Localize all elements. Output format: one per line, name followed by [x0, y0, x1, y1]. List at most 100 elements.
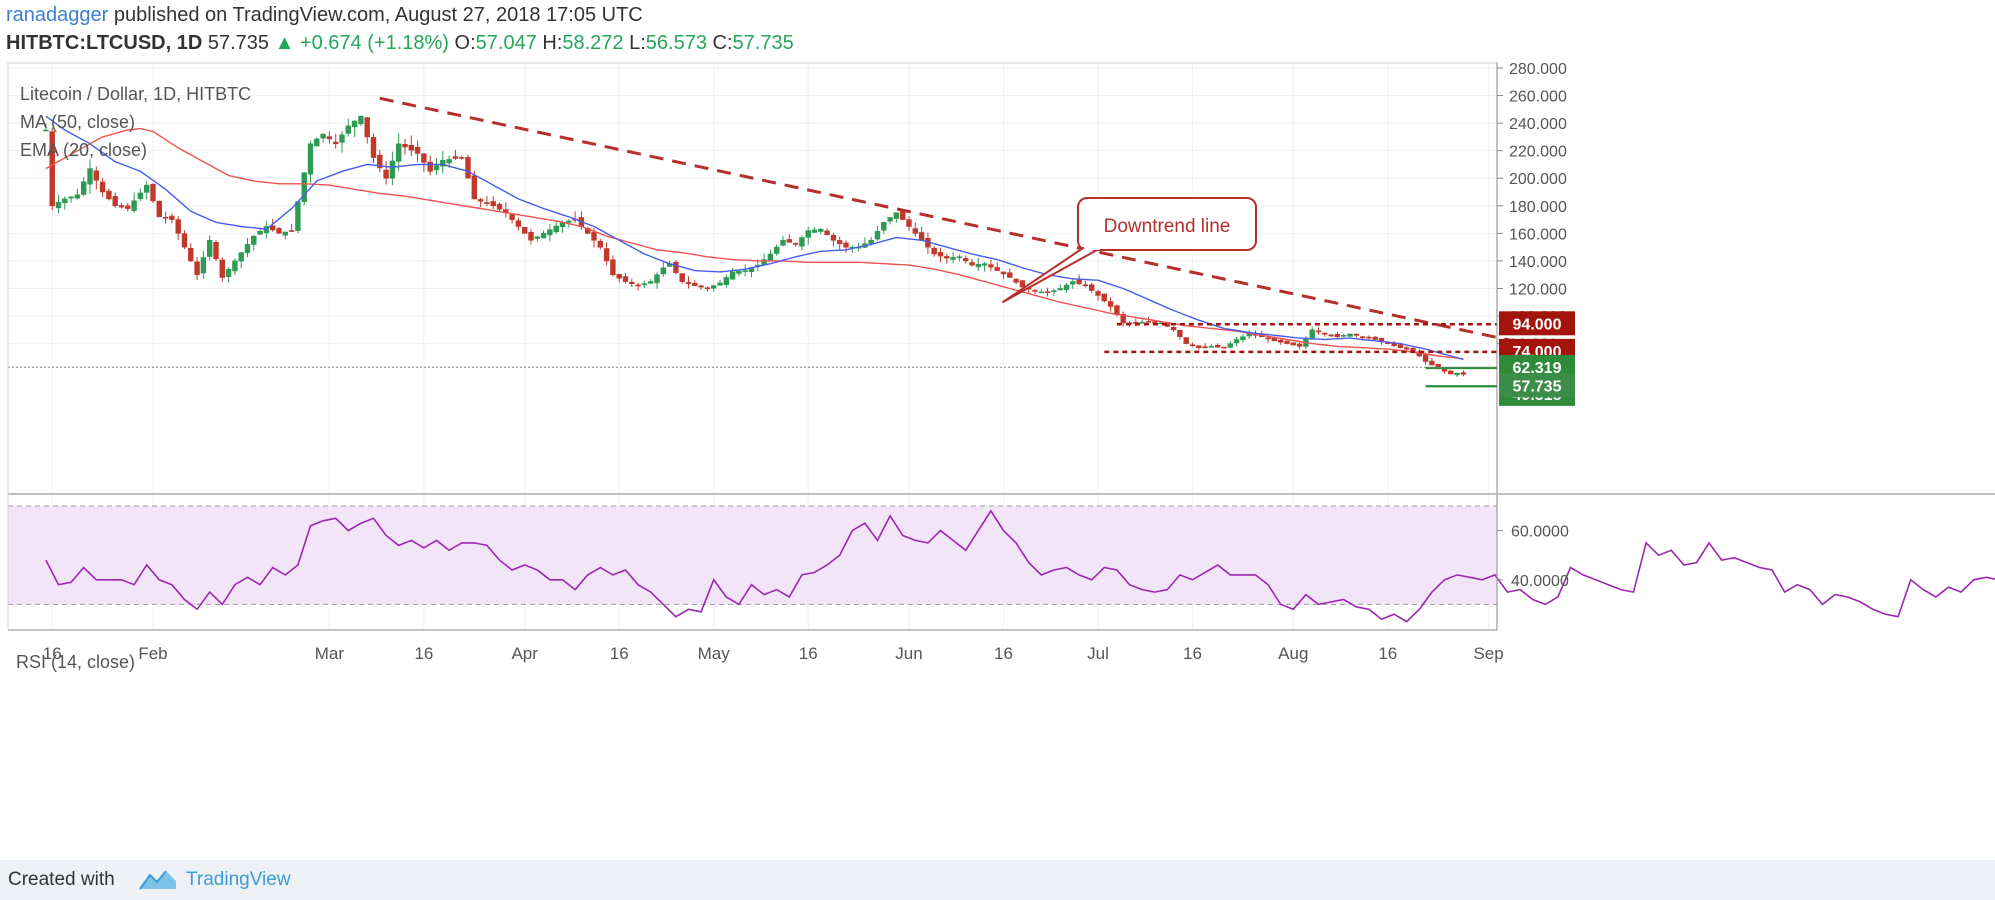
candle[interactable]: [553, 221, 559, 235]
candle[interactable]: [402, 138, 408, 155]
candle[interactable]: [332, 133, 339, 149]
candle[interactable]: [540, 230, 547, 239]
candle[interactable]: [887, 216, 893, 225]
candle[interactable]: [956, 254, 963, 262]
candle[interactable]: [137, 188, 144, 201]
candle[interactable]: [1334, 331, 1341, 339]
candle[interactable]: [1057, 284, 1063, 291]
candle[interactable]: [244, 237, 251, 258]
candle[interactable]: [118, 202, 125, 209]
candle[interactable]: [213, 240, 219, 262]
author-link[interactable]: ranadagger: [6, 4, 109, 26]
candle[interactable]: [1095, 289, 1101, 301]
candle[interactable]: [238, 252, 244, 269]
candle[interactable]: [1221, 346, 1227, 349]
candle[interactable]: [1120, 311, 1126, 327]
candle[interactable]: [484, 196, 490, 207]
candle[interactable]: [200, 251, 207, 279]
candle[interactable]: [55, 194, 62, 214]
candle[interactable]: [125, 202, 131, 212]
candle[interactable]: [988, 259, 994, 272]
candle[interactable]: [414, 140, 421, 163]
candle[interactable]: [975, 257, 982, 272]
candle[interactable]: [1397, 343, 1404, 349]
candle[interactable]: [962, 255, 969, 264]
candle[interactable]: [269, 218, 276, 232]
candle[interactable]: [616, 273, 622, 283]
candle[interactable]: [1007, 268, 1013, 278]
candle[interactable]: [1372, 336, 1378, 341]
candle[interactable]: [106, 188, 112, 201]
candle[interactable]: [1278, 338, 1284, 345]
candle[interactable]: [150, 183, 156, 203]
candle[interactable]: [1347, 333, 1353, 338]
candle[interactable]: [824, 228, 830, 236]
candle[interactable]: [194, 256, 200, 281]
candle[interactable]: [515, 217, 522, 231]
candle[interactable]: [629, 278, 635, 288]
candle[interactable]: [1051, 288, 1057, 297]
candle[interactable]: [477, 197, 484, 208]
candle[interactable]: [647, 279, 654, 284]
candle[interactable]: [1227, 341, 1234, 349]
candle[interactable]: [1429, 358, 1435, 366]
candle[interactable]: [1019, 280, 1026, 288]
candle[interactable]: [131, 192, 137, 213]
candle[interactable]: [534, 236, 541, 242]
candle[interactable]: [339, 131, 345, 153]
candle[interactable]: [301, 172, 307, 206]
candle[interactable]: [1044, 287, 1051, 297]
candle[interactable]: [698, 284, 704, 290]
candle[interactable]: [1296, 340, 1303, 350]
candle[interactable]: [282, 231, 288, 240]
candle[interactable]: [62, 196, 68, 210]
candle[interactable]: [383, 161, 389, 185]
candle[interactable]: [219, 257, 225, 282]
candle[interactable]: [458, 155, 465, 160]
candle[interactable]: [597, 238, 604, 250]
candle[interactable]: [1328, 333, 1334, 338]
candle[interactable]: [893, 212, 900, 223]
candle[interactable]: [818, 228, 824, 235]
candle[interactable]: [906, 216, 912, 231]
candle[interactable]: [408, 135, 414, 157]
candle[interactable]: [811, 227, 818, 234]
candle[interactable]: [673, 260, 679, 275]
candle[interactable]: [603, 242, 610, 266]
candle[interactable]: [175, 216, 181, 240]
candle[interactable]: [1089, 282, 1095, 293]
candle[interactable]: [465, 154, 471, 179]
candle[interactable]: [156, 200, 162, 218]
candle[interactable]: [1233, 336, 1240, 347]
candle[interactable]: [710, 284, 717, 292]
candle[interactable]: [99, 178, 106, 198]
candle[interactable]: [389, 151, 396, 186]
candle[interactable]: [660, 261, 667, 277]
candle[interactable]: [937, 247, 944, 263]
candle[interactable]: [641, 280, 648, 289]
candle[interactable]: [1196, 345, 1202, 350]
candle[interactable]: [188, 243, 194, 262]
candle[interactable]: [181, 230, 188, 250]
legend-ma[interactable]: MA (50, close): [20, 112, 135, 132]
candle[interactable]: [326, 131, 333, 144]
candle[interactable]: [969, 259, 975, 267]
candle[interactable]: [547, 223, 553, 242]
candle[interactable]: [704, 286, 711, 292]
candle[interactable]: [370, 133, 377, 164]
candle[interactable]: [1032, 288, 1038, 294]
candle[interactable]: [1322, 332, 1328, 337]
candle[interactable]: [1139, 319, 1145, 324]
candle[interactable]: [1038, 289, 1045, 294]
candle[interactable]: [1240, 334, 1246, 343]
candle[interactable]: [207, 235, 213, 261]
candle[interactable]: [1202, 343, 1208, 349]
candle[interactable]: [257, 229, 263, 235]
candle[interactable]: [169, 213, 175, 224]
candle[interactable]: [421, 153, 427, 173]
candle[interactable]: [1208, 343, 1215, 348]
candle[interactable]: [1454, 372, 1460, 377]
candle[interactable]: [351, 120, 358, 138]
candle[interactable]: [685, 276, 692, 289]
candle[interactable]: [68, 196, 74, 203]
